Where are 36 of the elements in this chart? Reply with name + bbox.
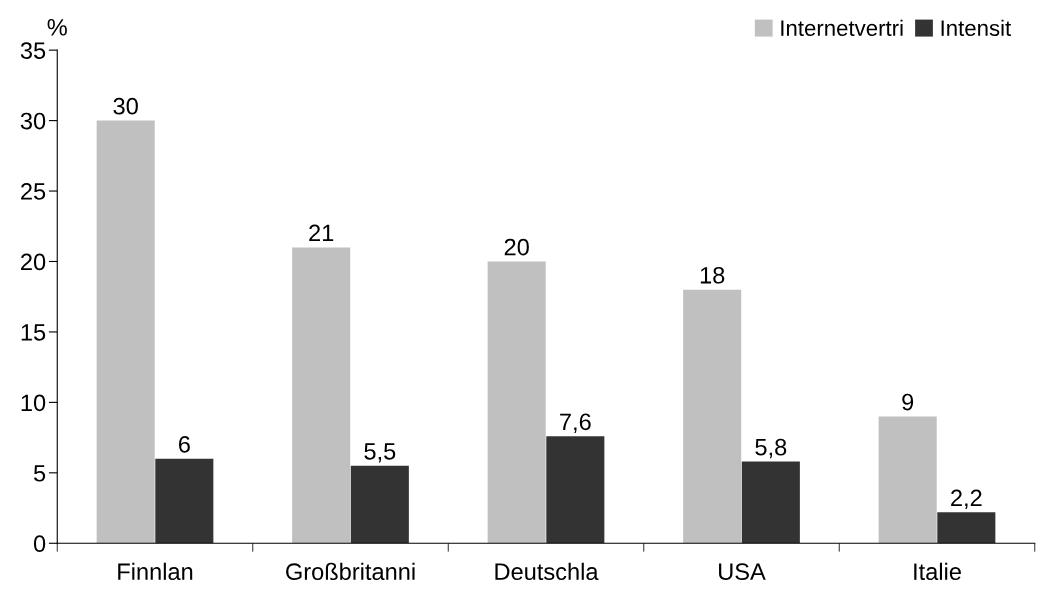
y-tick-label: 5 [33,465,46,482]
bar [350,465,409,544]
bar [292,247,351,544]
y-tick-label: 25 [21,183,46,200]
data-label: 9 [902,393,914,411]
y-axis-title: % [47,19,67,36]
x-tick-label: Italie [914,562,961,581]
x-tick-label: USA [719,563,766,581]
x-tick-label: Finnlan [118,562,193,581]
y-tick-label: 10 [21,394,46,412]
y-tick-label: 35 [20,42,46,59]
data-label: 6 [178,435,190,453]
data-label: 7,6 [560,413,591,433]
data-label: 21 [309,224,334,242]
data-label: 5,8 [755,438,787,459]
y-tick-label: 15 [21,324,46,341]
x-tick-label: Großbritanni [286,562,415,581]
legend-label: Internetvertri [781,19,903,37]
y-tick-label: 30 [20,112,46,130]
y-tick-label: 0 [33,535,46,553]
bar [878,416,937,544]
legend-label: Intensit [941,19,1012,37]
data-label: 5,5 [364,443,396,463]
bar [741,461,800,544]
bar [155,458,214,544]
data-label: 2,2 [951,489,982,510]
data-label: 30 [113,97,138,115]
bar [96,120,155,544]
data-label: 18 [700,266,725,284]
bar [683,289,742,544]
y-tick-label: 20 [21,253,46,271]
x-tick-label: Deutschla [495,562,599,581]
bar [937,512,996,544]
bar [546,436,605,544]
bar [487,261,546,544]
data-label: 20 [504,238,529,256]
